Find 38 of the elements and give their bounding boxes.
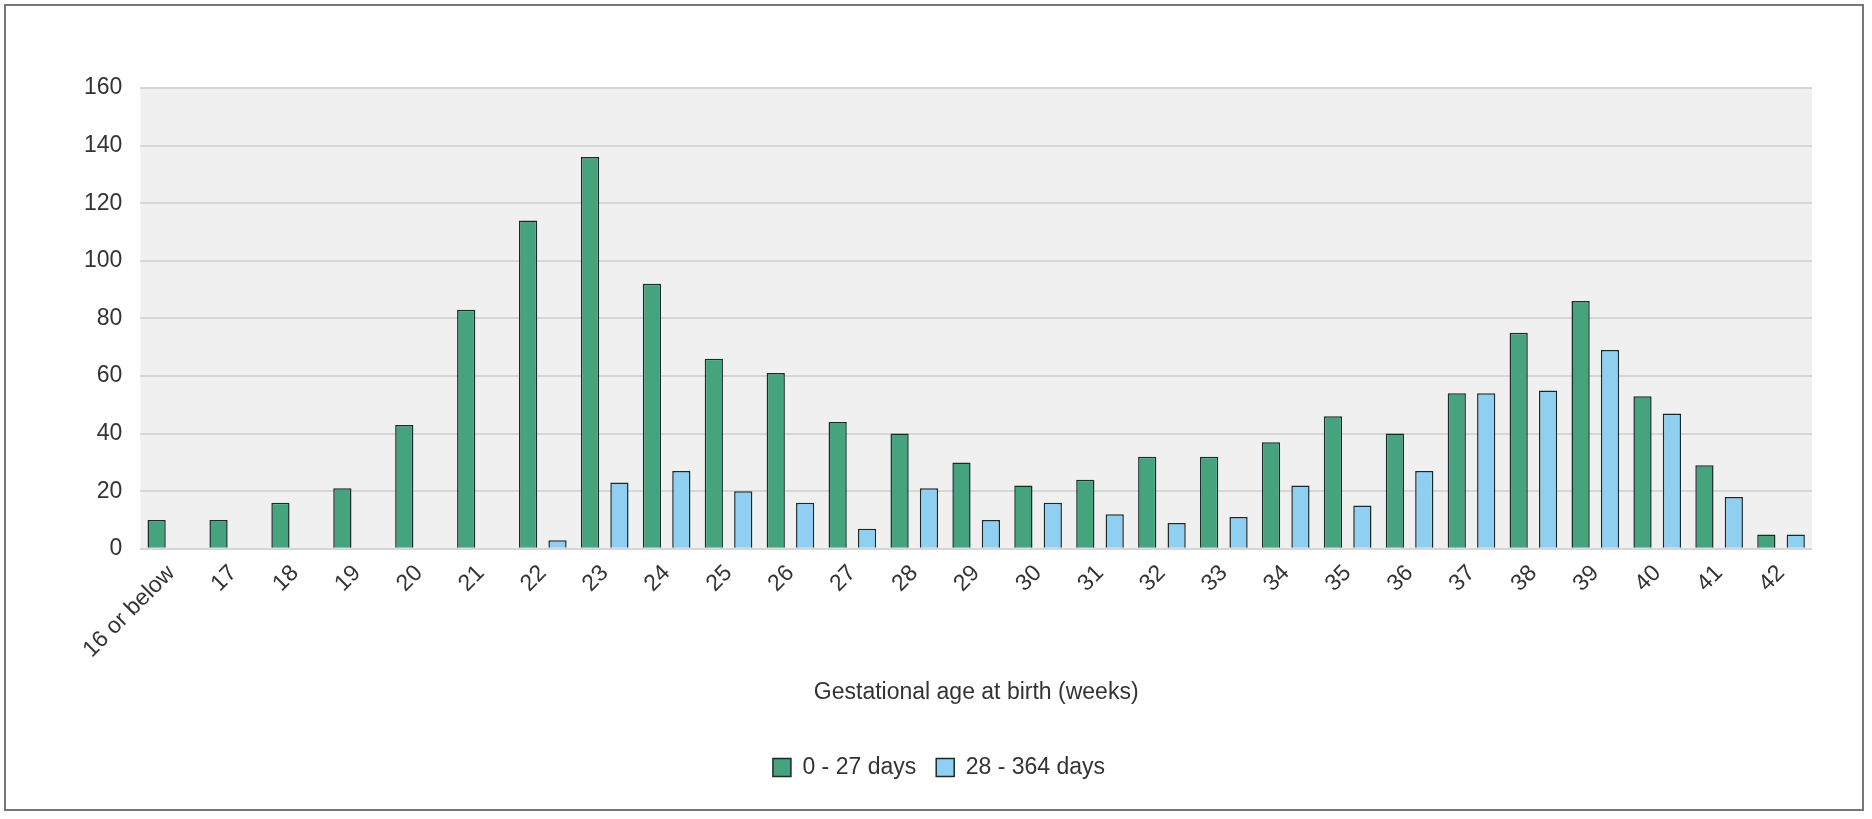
y-tick-label: 140 <box>84 130 123 157</box>
x-tick-label: 26 <box>761 559 799 596</box>
x-tick-label: 17 <box>204 559 242 596</box>
legend-label: 0 - 27 days <box>802 752 917 779</box>
x-tick-label: 27 <box>823 559 861 596</box>
y-tick-label: 40 <box>96 418 123 445</box>
x-tick-label: 33 <box>1195 559 1232 596</box>
x-tick-label: 21 <box>452 559 489 596</box>
x-tick-label: 23 <box>576 559 613 596</box>
y-tick-label: 20 <box>96 476 123 503</box>
x-tick-label: 36 <box>1381 559 1418 596</box>
x-axis-title: Gestational age at birth (weeks) <box>813 677 1139 704</box>
x-tick-label: 37 <box>1443 559 1480 596</box>
x-tick-label: 40 <box>1628 559 1666 596</box>
x-tick-label: 25 <box>700 559 737 596</box>
x-tick-label: 29 <box>947 559 985 596</box>
x-tick-label: 35 <box>1319 559 1356 596</box>
x-tick-label: 19 <box>328 559 366 596</box>
x-tick-label: 39 <box>1566 559 1604 596</box>
y-tick-label: 60 <box>96 361 123 388</box>
y-tick-label: 120 <box>84 188 123 215</box>
y-tick-label: 80 <box>96 303 123 330</box>
x-tick-label: 32 <box>1133 559 1170 596</box>
x-tick-label: 41 <box>1690 559 1728 596</box>
x-tick-label: 28 <box>885 559 923 596</box>
y-tick-label: 0 <box>109 534 123 561</box>
y-tick-label: 100 <box>84 246 123 273</box>
x-tick-label: 18 <box>266 559 304 596</box>
y-tick-label: 160 <box>84 73 123 100</box>
x-tick-label: 42 <box>1752 559 1790 596</box>
x-tick-label: 34 <box>1257 559 1294 596</box>
x-tick-label: 31 <box>1071 559 1109 596</box>
x-tick-label: 20 <box>390 559 427 596</box>
x-tick-label: 30 <box>1009 559 1047 596</box>
x-tick-label: 38 <box>1504 559 1542 596</box>
x-tick-label: 22 <box>514 559 551 596</box>
legend-label: 28 - 364 days <box>965 752 1106 779</box>
x-tick-label: 24 <box>638 559 675 596</box>
